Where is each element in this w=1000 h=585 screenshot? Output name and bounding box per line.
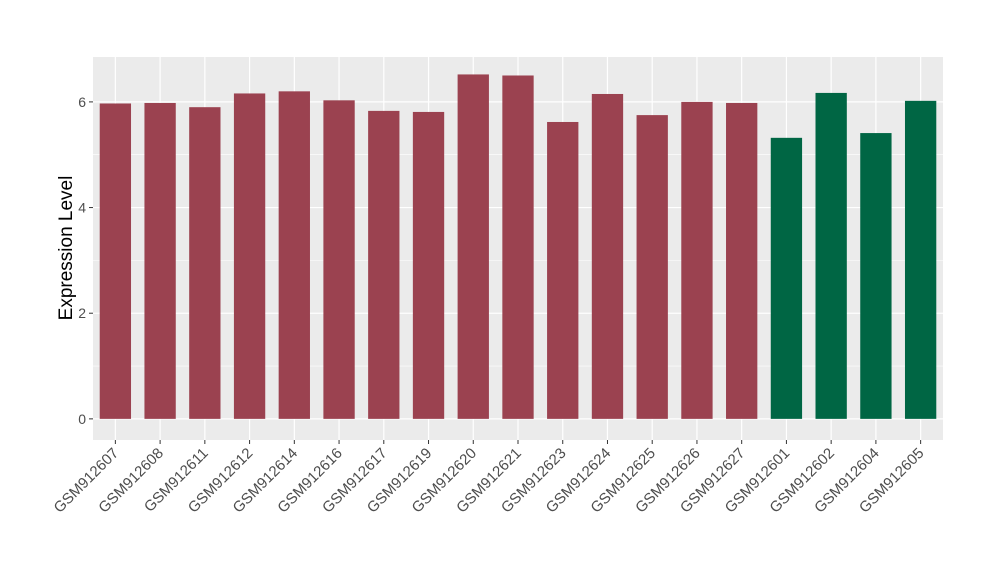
bar-gsm912623 bbox=[547, 121, 579, 419]
bar-gsm912602 bbox=[815, 92, 847, 419]
bar-gsm912620 bbox=[457, 74, 489, 419]
bar-gsm912621 bbox=[502, 75, 534, 419]
bar-gsm912604 bbox=[860, 133, 892, 419]
bar-gsm912601 bbox=[770, 137, 803, 419]
bar-gsm912619 bbox=[412, 111, 445, 419]
bar-gsm912607 bbox=[99, 103, 132, 419]
x-axis: GSM912607GSM912608GSM912611GSM912612GSM9… bbox=[51, 440, 927, 516]
bar-gsm912625 bbox=[636, 115, 668, 419]
y-tick-label: 6 bbox=[78, 94, 86, 110]
bar-gsm912605 bbox=[904, 100, 937, 419]
bar-gsm912617 bbox=[368, 110, 400, 419]
bar-gsm912611 bbox=[189, 107, 221, 419]
bar-gsm912627 bbox=[726, 102, 758, 419]
y-axis-title: Expression Level bbox=[56, 176, 77, 321]
y-axis: 0 2 4 6 bbox=[78, 94, 93, 427]
bar-gsm912612 bbox=[233, 93, 266, 419]
bar-gsm912608 bbox=[144, 102, 176, 419]
bar-gsm912616 bbox=[323, 100, 355, 419]
bar-layer bbox=[99, 74, 937, 419]
y-tick-label: 0 bbox=[78, 411, 86, 427]
bar-gsm912624 bbox=[591, 93, 624, 419]
y-tick-label: 2 bbox=[78, 305, 86, 321]
bar-gsm912614 bbox=[278, 91, 310, 419]
y-tick-label: 4 bbox=[78, 200, 86, 216]
bar-gsm912626 bbox=[681, 101, 713, 419]
